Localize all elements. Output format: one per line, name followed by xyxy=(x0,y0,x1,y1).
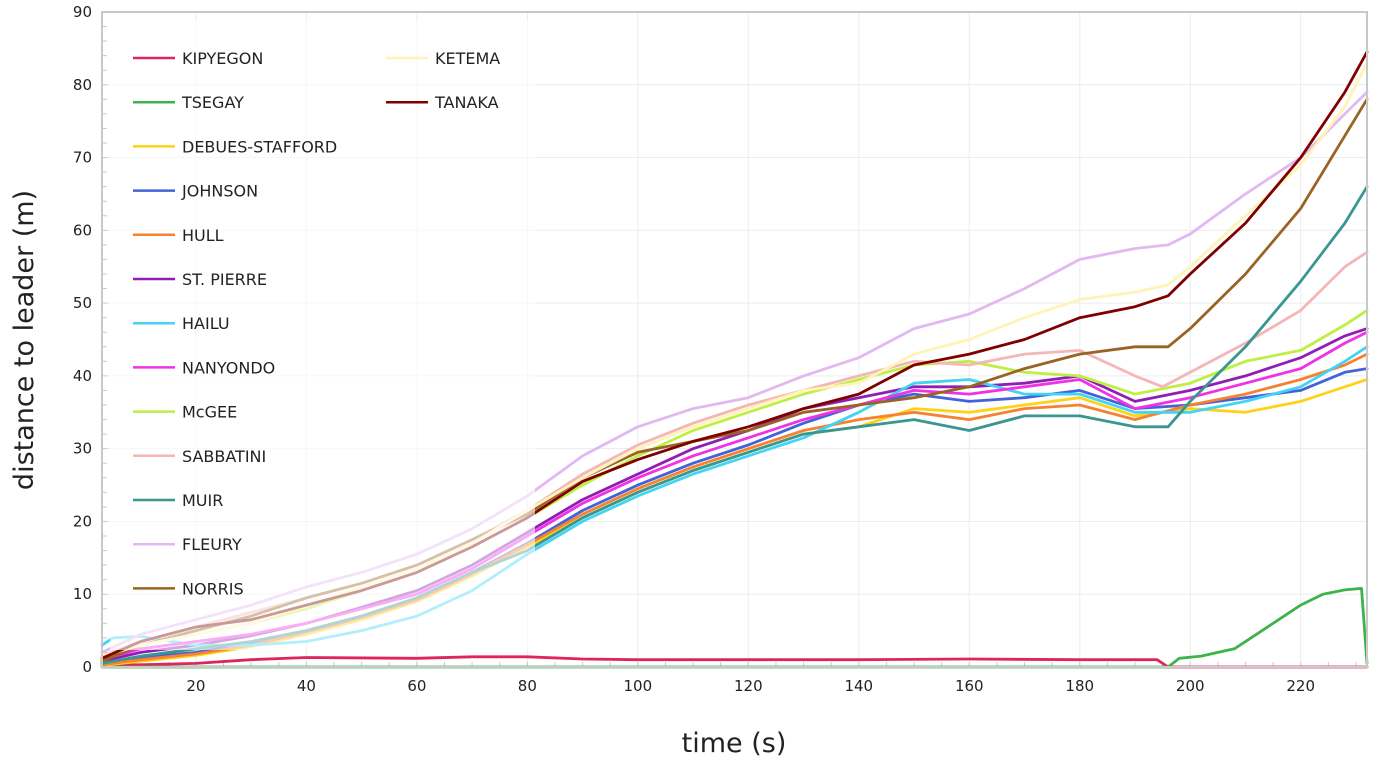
y-tick-label: 10 xyxy=(73,585,92,603)
legend-label-hailu: HAILU xyxy=(182,314,230,333)
legend: KIPYEGON TSEGAY DEBUES-STAFFORD JOHNSON HULL… xyxy=(110,20,535,650)
legend-label-sabbatini: SABBATINI xyxy=(182,447,266,466)
x-tick-label: 120 xyxy=(734,677,763,695)
x-tick-label: 180 xyxy=(1065,677,1094,695)
y-tick-label: 0 xyxy=(82,658,92,676)
x-tick-label: 160 xyxy=(955,677,984,695)
legend-label-st-pierre: ST. PIERRE xyxy=(182,270,267,289)
series-line-kipyegon xyxy=(100,655,1369,669)
x-tick-label: 220 xyxy=(1286,677,1315,695)
y-tick-label: 70 xyxy=(73,149,92,167)
legend-label-nanyondo: NANYONDO xyxy=(182,358,275,377)
y-axis-title: distance to leader (m) xyxy=(9,190,40,490)
x-tick-label: 100 xyxy=(624,677,653,695)
x-tick-label: 20 xyxy=(186,677,205,695)
legend-label-johnson: JOHNSON xyxy=(181,182,258,201)
legend-label-hull: HULL xyxy=(182,226,224,245)
x-tick-label: 80 xyxy=(518,677,537,695)
y-tick-label: 30 xyxy=(73,440,92,458)
legend-label-tsegay: TSEGAY xyxy=(181,93,244,112)
x-tick-label: 60 xyxy=(407,677,426,695)
legend-label-fleury: FLEURY xyxy=(182,535,242,554)
legend-label-ketema: KETEMA xyxy=(435,49,500,68)
y-tick-label: 60 xyxy=(73,221,92,239)
y-tick-label: 80 xyxy=(73,76,92,94)
legend-background xyxy=(110,20,535,650)
legend-label-mcgee: McGEE xyxy=(182,403,237,422)
legend-label-kipyegon: KIPYEGON xyxy=(182,49,263,68)
series-line-tsegay xyxy=(100,587,1369,669)
x-tick-label: 140 xyxy=(844,677,873,695)
legend-label-muir: MUIR xyxy=(182,491,223,510)
x-tick-label: 40 xyxy=(297,677,316,695)
legend-label-debues-stafford: DEBUES-STAFFORD xyxy=(182,137,337,156)
y-tick-labels: 0 10 20 30 40 50 60 70 80 90 xyxy=(73,3,92,676)
x-axis-title: time (s) xyxy=(682,728,787,759)
x-tick-label: 200 xyxy=(1176,677,1205,695)
legend-label-norris: NORRIS xyxy=(182,579,244,598)
y-tick-label: 40 xyxy=(73,367,92,385)
x-tick-labels: 20 40 60 80 100 120 140 160 180 200 220 xyxy=(186,677,1315,695)
y-tick-label: 90 xyxy=(73,3,92,21)
y-tick-label: 20 xyxy=(73,512,92,530)
legend-label-tanaka: TANAKA xyxy=(434,93,499,112)
plot-border xyxy=(101,11,1368,668)
y-tick-label: 50 xyxy=(73,294,92,312)
